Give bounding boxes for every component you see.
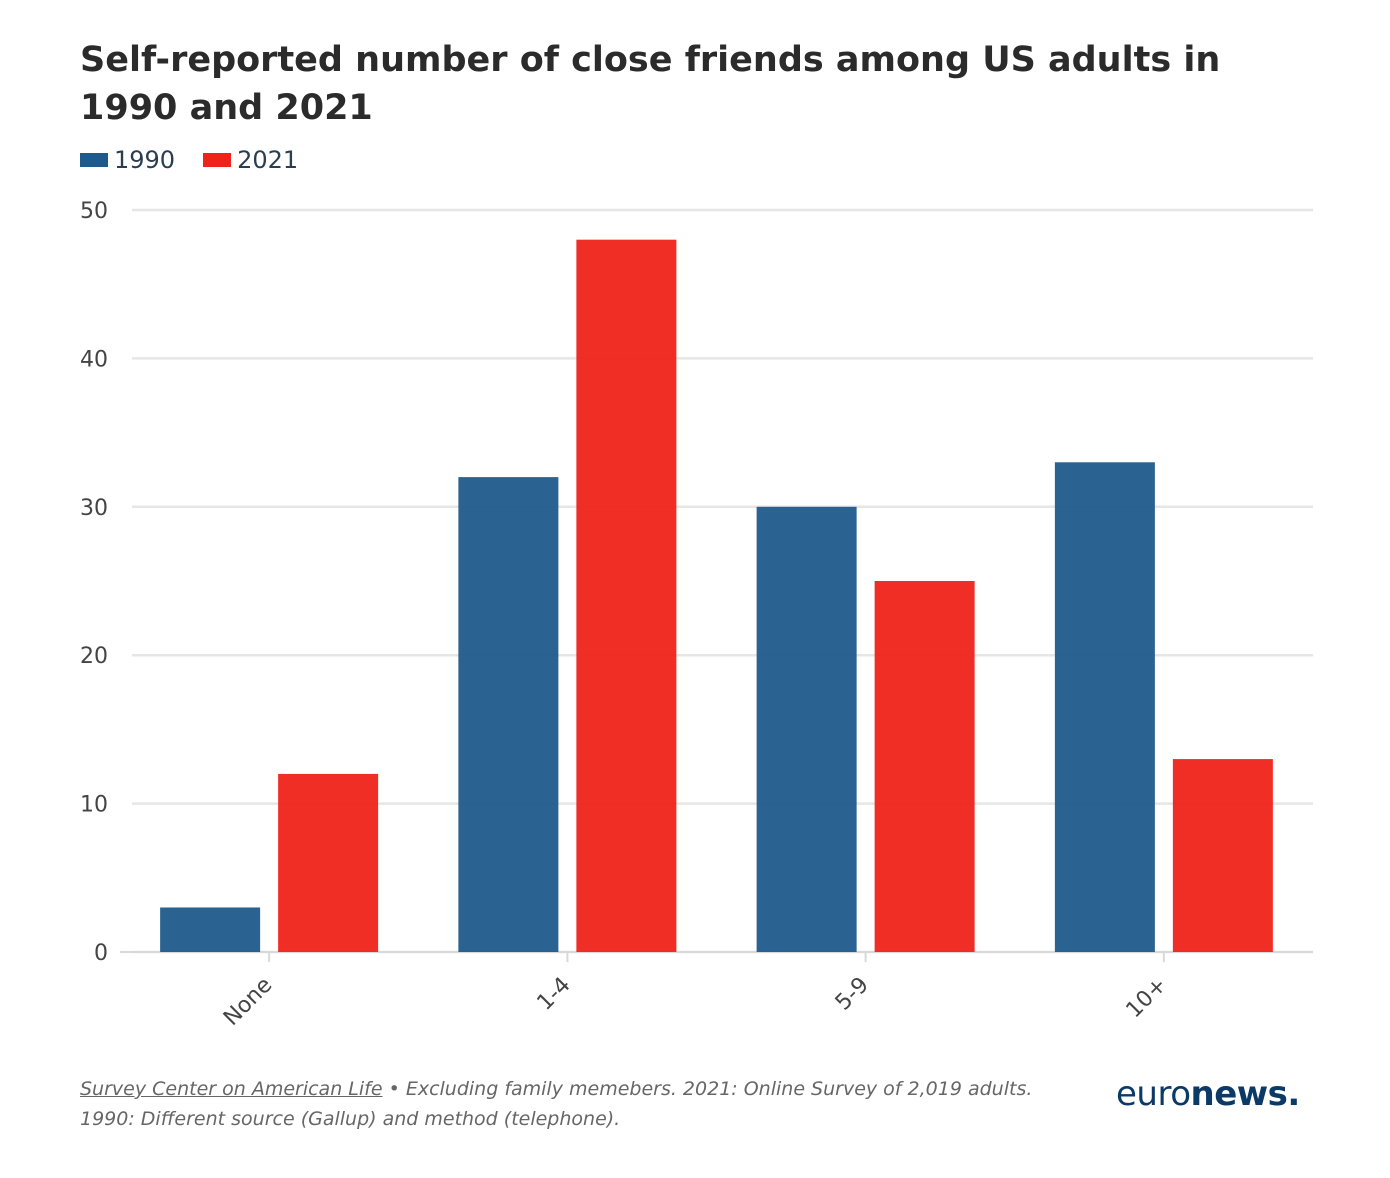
x-tick-label-5-9: 5-9 (831, 973, 874, 1016)
legend-swatch-2021 (203, 153, 232, 167)
x-tick-label-None: None (219, 973, 277, 1031)
chart-title: Self-reported number of close friends am… (80, 40, 1221, 128)
y-tick-label-20: 20 (80, 644, 108, 669)
bar-2021-1-4 (576, 239, 677, 952)
euronews-logo: euronews. (1116, 1074, 1300, 1114)
y-tick-label-0: 0 (94, 941, 108, 966)
legend-swatch-1990 (80, 153, 108, 167)
logo-part-news: news. (1190, 1074, 1301, 1114)
source-link[interactable]: Survey Center on American Life (80, 1078, 383, 1100)
legend-item-2021[interactable]: 2021 (203, 146, 298, 174)
footer-note: Survey Center on American Life • Excludi… (80, 1074, 1090, 1134)
x-tick-label-1-4: 1-4 (533, 973, 576, 1016)
logo-part-euro: euro (1116, 1074, 1191, 1114)
legend: 1990 2021 (80, 146, 326, 174)
legend-label-1990: 1990 (114, 146, 176, 174)
bar-2021-None (278, 773, 379, 952)
bar-chart: 0 10 20 30 40 50 None 1-4 5-9 10+ (80, 199, 1313, 1031)
bar-1990-5-9 (756, 506, 857, 952)
footer-text: • Excluding family memebers. 2021: Onlin… (80, 1078, 1033, 1130)
legend-label-2021: 2021 (237, 146, 299, 174)
y-tick-label-50: 50 (80, 199, 108, 224)
legend-item-1990[interactable]: 1990 (80, 146, 175, 174)
bar-2021-5-9 (874, 581, 975, 952)
y-tick-label-40: 40 (80, 347, 108, 372)
bar-1990-1-4 (458, 477, 559, 952)
y-tick-label-10: 10 (80, 793, 108, 818)
bar-2021-10+ (1172, 759, 1273, 952)
x-tick-label-10+: 10+ (1122, 973, 1173, 1024)
bar-1990-None (160, 907, 261, 952)
bar-1990-10+ (1054, 462, 1155, 952)
y-tick-label-30: 30 (80, 496, 108, 521)
